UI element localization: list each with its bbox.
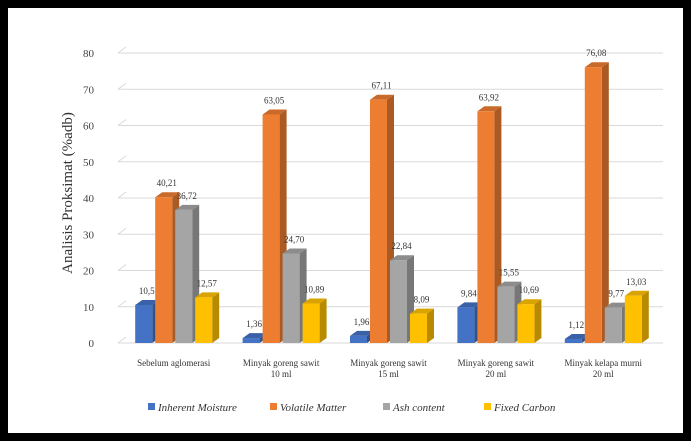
chart-frame: 0 10 20 30 40 50 60 70 80 10,5 40,21 36,72 12,57 1,3… bbox=[8, 8, 683, 433]
legend-label: Inherent Moisture bbox=[157, 402, 237, 414]
legend-swatch bbox=[270, 403, 277, 410]
data-label: 40,21 bbox=[157, 178, 177, 188]
data-label: 36,72 bbox=[177, 191, 197, 201]
gridline-depth bbox=[117, 191, 127, 199]
legend-swatch bbox=[484, 403, 491, 410]
y-tick-label: 20 bbox=[83, 266, 95, 278]
data-label: 15,55 bbox=[499, 268, 520, 278]
y-tick-label: 40 bbox=[83, 193, 95, 205]
x-category-label: Minyak goreng sawit bbox=[243, 358, 320, 368]
bars-layer bbox=[135, 62, 649, 344]
x-category-label: 15 ml bbox=[378, 369, 399, 379]
data-label: 10,89 bbox=[304, 285, 325, 295]
bar-volatile-matter bbox=[477, 106, 502, 343]
gridline-depth bbox=[117, 155, 127, 163]
x-category-label: 20 ml bbox=[593, 369, 614, 379]
data-label: 63,92 bbox=[479, 92, 499, 102]
x-category-label: Sebelum aglomerasi bbox=[137, 358, 211, 368]
legend-swatch bbox=[383, 403, 390, 410]
data-label: 9,77 bbox=[608, 289, 624, 299]
data-label: 1,96 bbox=[354, 317, 370, 327]
y-tick-label: 0 bbox=[89, 338, 95, 350]
data-label: 67,11 bbox=[372, 81, 392, 91]
y-tick-label: 10 bbox=[83, 302, 95, 314]
gridline-depth bbox=[117, 46, 127, 54]
data-label: 1,12 bbox=[568, 320, 584, 330]
bar-fixed-carbon bbox=[410, 308, 434, 343]
data-label: 24,70 bbox=[284, 234, 305, 244]
bar-fixed-carbon bbox=[517, 299, 542, 343]
x-axis-categories: Sebelum aglomerasi Minyak goreng sawit10 … bbox=[137, 358, 642, 379]
x-category-label: Minyak goreng sawit bbox=[458, 358, 535, 368]
legend: Inherent Moisture Volatile Matter Ash cont… bbox=[148, 402, 556, 414]
gridline-depth bbox=[117, 227, 127, 235]
y-tick-label: 60 bbox=[83, 121, 95, 133]
gridline-depth bbox=[117, 82, 127, 90]
y-tick-label: 80 bbox=[83, 48, 95, 60]
legend-swatch bbox=[148, 403, 155, 410]
legend-label: Ash content bbox=[392, 402, 446, 414]
bar-fixed-carbon bbox=[195, 292, 220, 343]
y-axis: 0 10 20 30 40 50 60 70 80 bbox=[83, 48, 95, 350]
bar-fixed-carbon bbox=[302, 298, 327, 343]
data-label: 63,05 bbox=[264, 95, 285, 105]
legend-label: Fixed Carbon bbox=[493, 402, 556, 414]
gridline-depth bbox=[117, 300, 127, 308]
data-label: 1,36 bbox=[246, 319, 262, 329]
bar-fixed-carbon bbox=[624, 290, 649, 343]
bar-volatile-matter bbox=[584, 62, 609, 344]
gridline-depth bbox=[117, 119, 127, 126]
y-tick-label: 30 bbox=[83, 229, 95, 241]
data-label: 12,57 bbox=[197, 278, 218, 288]
x-category-label: 10 ml bbox=[271, 369, 292, 379]
y-tick-label: 70 bbox=[83, 84, 95, 96]
x-category-label: 20 ml bbox=[486, 369, 507, 379]
x-category-label: Minyak goreng sawit bbox=[350, 358, 427, 368]
data-label: 10,69 bbox=[519, 285, 540, 295]
data-label: 8,09 bbox=[414, 295, 430, 305]
data-label: 9,84 bbox=[461, 288, 477, 298]
y-tick-label: 50 bbox=[83, 157, 95, 169]
gridline-depth bbox=[117, 264, 127, 271]
bar-ash-content bbox=[282, 248, 307, 343]
data-label: 13,03 bbox=[626, 277, 647, 287]
bar-ash-content bbox=[497, 281, 522, 343]
data-label: 10,5 bbox=[139, 286, 155, 296]
legend-label: Volatile Matter bbox=[280, 402, 347, 414]
x-category-label: Minyak kelapa murni bbox=[565, 358, 643, 368]
gridline-depth bbox=[117, 336, 127, 344]
y-axis-label: Analisis Proksimat (%adb) bbox=[60, 112, 76, 274]
data-label: 22,84 bbox=[391, 241, 412, 251]
data-label: 76,08 bbox=[586, 48, 607, 58]
